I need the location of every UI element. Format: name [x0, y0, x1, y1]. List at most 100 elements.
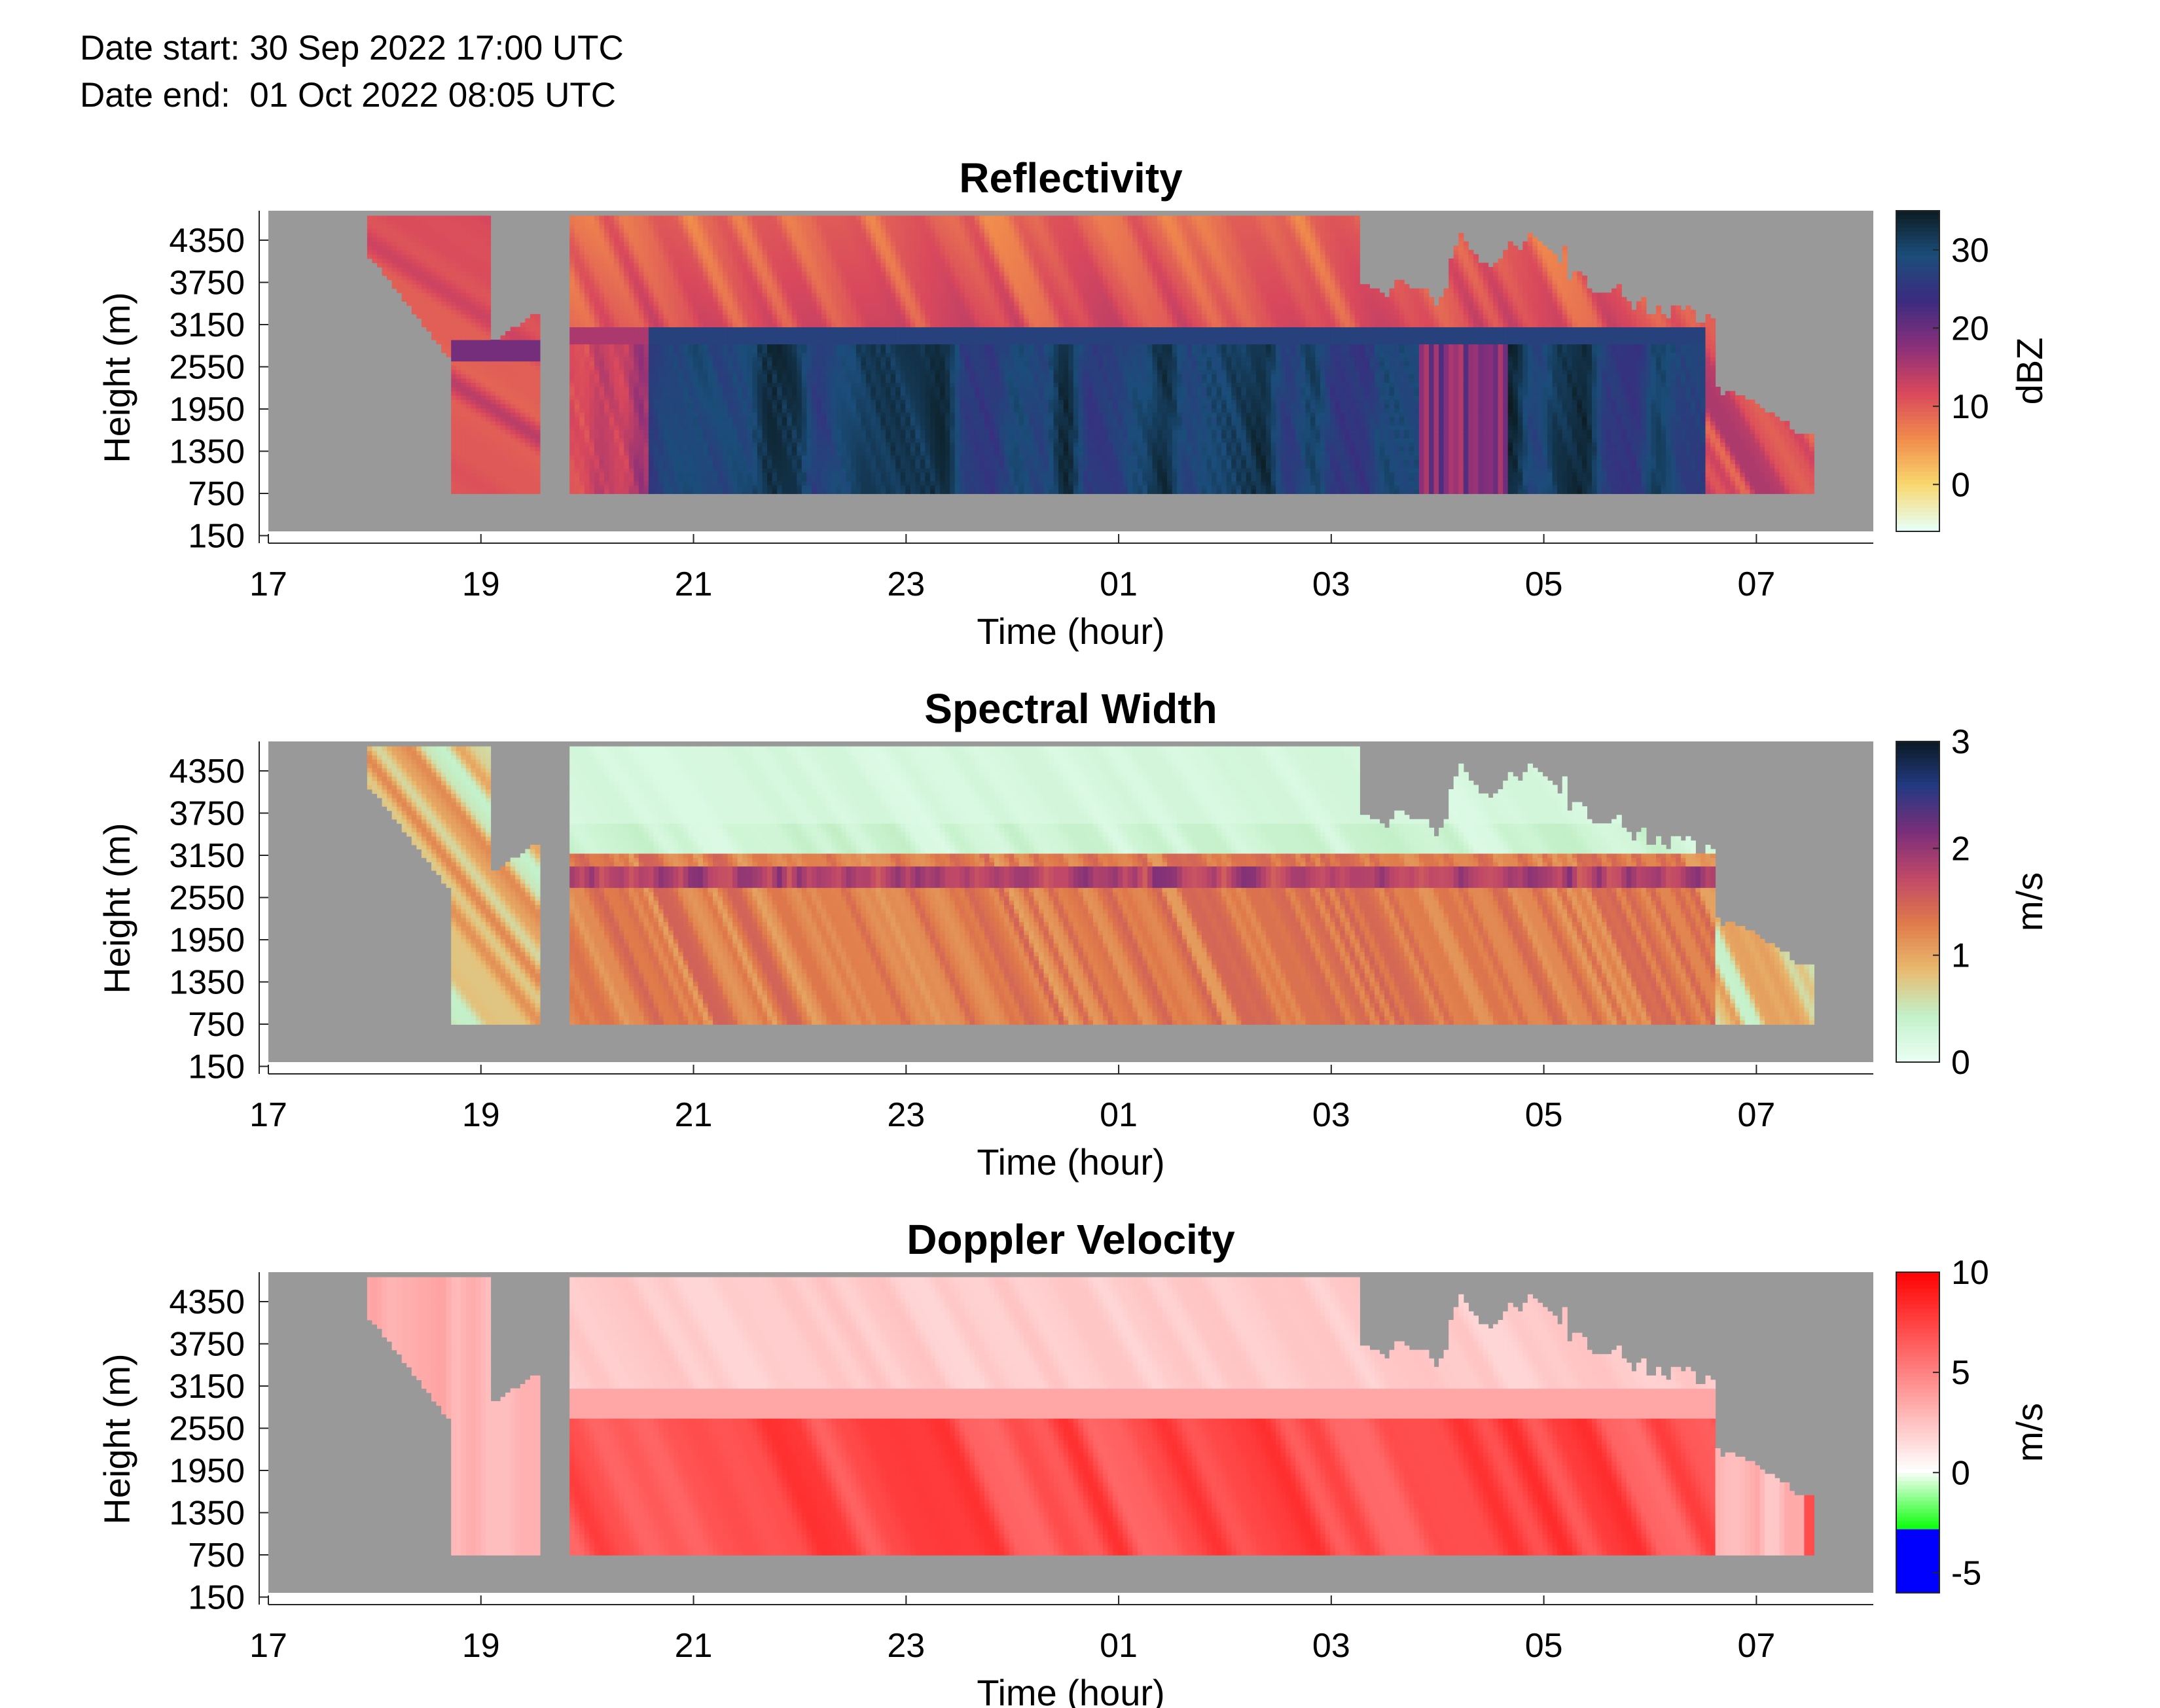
- heat-cell: [456, 455, 461, 460]
- heat-cell: [456, 336, 461, 340]
- heat-cell: [471, 408, 476, 413]
- heat-cell: [426, 216, 431, 221]
- heat-cell: [441, 289, 446, 293]
- heat-cell: [466, 472, 471, 477]
- heat-cell: [437, 258, 442, 263]
- heat-cell: [441, 241, 446, 246]
- heat-cell: [480, 353, 486, 357]
- heat-cell: [441, 276, 446, 280]
- heat-cell: [392, 241, 397, 246]
- heat-cell: [451, 258, 456, 263]
- heat-cell: [471, 318, 476, 323]
- heat-cell: [437, 267, 442, 272]
- heat-cell: [367, 216, 372, 221]
- heat-cell: [466, 395, 471, 400]
- heat-cell: [451, 241, 456, 246]
- heat-cell: [382, 263, 387, 268]
- heat-cell: [431, 263, 437, 268]
- heat-cell: [441, 348, 446, 353]
- heat-cell: [437, 293, 442, 297]
- heat-cell: [471, 228, 476, 233]
- heat-cell: [461, 280, 466, 285]
- heat-cell: [426, 301, 431, 306]
- heat-cell: [446, 353, 452, 357]
- heat-cell: [480, 293, 486, 297]
- heat-cell: [456, 442, 461, 447]
- heat-cell: [437, 314, 442, 319]
- heat-cell: [480, 284, 486, 289]
- heat-cell: [476, 353, 481, 357]
- heat-cell: [476, 318, 481, 323]
- heat-cell: [446, 258, 452, 263]
- heat-cell: [372, 216, 377, 221]
- heat-cell: [476, 365, 481, 370]
- heat-cell: [382, 258, 387, 263]
- heat-cell: [422, 258, 427, 263]
- heat-cell: [476, 361, 481, 366]
- heat-cell: [471, 310, 476, 314]
- heat-cell: [451, 434, 456, 438]
- heat-cell: [451, 318, 456, 323]
- heat-cell: [441, 314, 446, 319]
- heat-cell: [446, 293, 452, 297]
- heat-cell: [461, 276, 466, 280]
- heat-cell: [451, 336, 456, 340]
- heat-cell: [480, 438, 486, 442]
- heat-cell: [416, 241, 422, 246]
- heat-cell: [426, 241, 431, 246]
- heat-cell: [461, 378, 466, 383]
- heat-cell: [461, 442, 466, 447]
- heat-cell: [406, 272, 412, 276]
- heat-cell: [466, 233, 471, 238]
- heat-cell: [456, 481, 461, 486]
- heat-cell: [471, 404, 476, 408]
- heat-cell: [451, 361, 456, 366]
- heat-cell: [471, 382, 476, 387]
- heat-cell: [476, 446, 481, 451]
- heat-cell: [431, 310, 437, 314]
- heat-cell: [471, 378, 476, 383]
- heat-cell: [446, 233, 452, 238]
- heat-cell: [486, 370, 491, 374]
- heat-cell: [437, 220, 442, 224]
- heat-cell: [431, 272, 437, 276]
- heat-cell: [461, 446, 466, 451]
- heat-cell: [416, 233, 422, 238]
- heat-cell: [456, 263, 461, 268]
- heat-cell: [446, 323, 452, 327]
- heat-cell: [416, 293, 422, 297]
- heat-cell: [451, 323, 456, 327]
- heat-cell: [392, 237, 397, 241]
- heat-cell: [441, 228, 446, 233]
- heat-cell: [402, 233, 407, 238]
- heat-cell: [406, 245, 412, 250]
- heat-cell: [466, 250, 471, 255]
- heat-cell: [480, 327, 486, 332]
- heat-cell: [471, 237, 476, 241]
- heat-cell: [471, 293, 476, 297]
- heat-cell: [486, 323, 491, 327]
- heat-cell: [476, 258, 481, 263]
- heat-cell: [441, 327, 446, 332]
- heat-cell: [466, 254, 471, 258]
- heat-cell: [476, 327, 481, 332]
- heat-cell: [392, 233, 397, 238]
- heat-cell: [367, 250, 372, 255]
- heat-cell: [426, 306, 431, 310]
- heat-cell: [397, 263, 402, 268]
- heat-cell: [406, 216, 412, 221]
- heat-cell: [466, 429, 471, 434]
- heat-cell: [471, 331, 476, 336]
- heat-cell: [471, 336, 476, 340]
- heat-cell: [480, 241, 486, 246]
- heat-cell: [392, 284, 397, 289]
- heat-cell: [426, 318, 431, 323]
- figure: Reflectivity17 19 21 23 01 03 05 07Time (hour)4…: [0, 0, 2160, 1708]
- heat-cell: [437, 233, 442, 238]
- heat-cell: [480, 323, 486, 327]
- heat-cell: [451, 365, 456, 370]
- heat-cell: [466, 336, 471, 340]
- heat-cell: [446, 336, 452, 340]
- heat-cell: [426, 250, 431, 255]
- heat-cell: [466, 284, 471, 289]
